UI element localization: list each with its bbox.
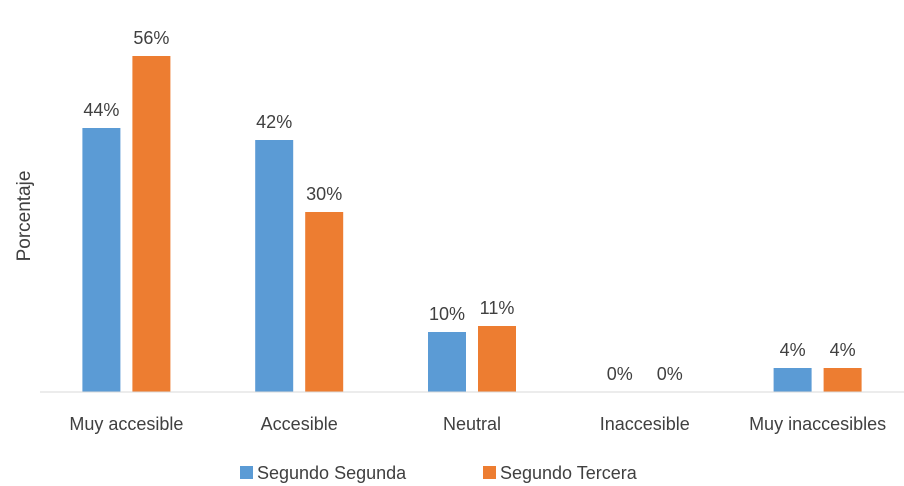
data-label: 0% bbox=[657, 364, 683, 384]
y-axis-label: Porcentaje bbox=[14, 171, 35, 262]
data-label: 11% bbox=[480, 298, 515, 318]
bar-1-2 bbox=[255, 140, 294, 392]
legend-swatch bbox=[483, 466, 496, 479]
category-label: Neutral bbox=[443, 414, 501, 434]
category-labels: Muy accesible Accesible Neutral Inaccesible… bbox=[69, 414, 886, 434]
legend-swatch bbox=[240, 466, 253, 479]
data-label: 56% bbox=[133, 28, 169, 48]
legend-label: Segundo Segunda bbox=[257, 463, 407, 483]
bar-2-3 bbox=[478, 326, 516, 392]
data-label: 30% bbox=[306, 184, 342, 204]
data-label: 10% bbox=[429, 304, 465, 324]
legend-label: Segundo Tercera bbox=[500, 463, 638, 483]
bar-1-1 bbox=[82, 128, 121, 392]
bar-2-2 bbox=[305, 212, 344, 392]
bar-2-1 bbox=[132, 56, 171, 392]
legend: Segundo Segunda Segundo Tercera bbox=[240, 463, 638, 483]
category-label: Muy accesible bbox=[69, 414, 183, 434]
category-label: Inaccesible bbox=[600, 414, 690, 434]
data-label: 44% bbox=[83, 100, 119, 120]
data-label: 4% bbox=[830, 340, 856, 360]
category-label: Muy inaccesibles bbox=[749, 414, 886, 434]
category-label: Accesible bbox=[261, 414, 338, 434]
bar-2-5 bbox=[823, 368, 862, 392]
data-label: 4% bbox=[780, 340, 806, 360]
bars-group: 44% 56% 42% 30% 10% 11% 0% 0% 4% 4% bbox=[82, 28, 862, 392]
data-label: 0% bbox=[607, 364, 633, 384]
bar-1-5 bbox=[773, 368, 812, 392]
bar-1-3 bbox=[428, 332, 466, 392]
data-label: 42% bbox=[256, 112, 292, 132]
